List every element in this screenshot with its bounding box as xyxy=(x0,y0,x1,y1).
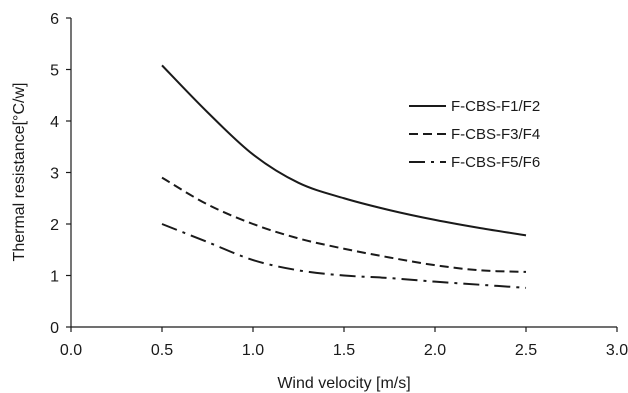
x-tick-label: 0.0 xyxy=(60,342,82,359)
legend-label-2: F-CBS-F3/F4 xyxy=(451,126,540,143)
x-tick-label: 0.5 xyxy=(151,342,173,359)
x-tick-label: 3.0 xyxy=(606,342,628,359)
y-tick-label: 1 xyxy=(50,269,59,286)
legend: F-CBS-F1/F2 F-CBS-F3/F4 F-CBS-F5/F6 xyxy=(409,98,540,171)
y-tick-label: 2 xyxy=(50,217,59,234)
series-line-3 xyxy=(162,224,526,288)
series-line-2 xyxy=(162,178,526,272)
legend-label-3: F-CBS-F5/F6 xyxy=(451,154,540,171)
legend-label-1: F-CBS-F1/F2 xyxy=(451,98,540,115)
y-ticks: 0 1 2 3 4 5 6 xyxy=(50,11,71,337)
x-ticks: 0.0 0.5 1.0 1.5 2.0 2.5 3.0 xyxy=(60,327,628,359)
y-axis-title: Thermal resistance[°C/w] xyxy=(11,83,28,262)
x-tick-label: 1.0 xyxy=(242,342,264,359)
x-tick-label: 2.5 xyxy=(515,342,537,359)
y-tick-label: 4 xyxy=(50,114,59,131)
y-tick-label: 6 xyxy=(50,11,59,28)
x-tick-label: 2.0 xyxy=(424,342,446,359)
plot-area: 0.0 0.5 1.0 1.5 2.0 2.5 3.0 0 1 2 3 4 5 6 xyxy=(50,11,628,359)
x-tick-label: 1.5 xyxy=(333,342,355,359)
x-axis-title: Wind velocity [m/s] xyxy=(277,375,410,392)
y-tick-label: 5 xyxy=(50,63,59,80)
y-tick-label: 0 xyxy=(50,320,59,337)
y-tick-label: 3 xyxy=(50,166,59,183)
